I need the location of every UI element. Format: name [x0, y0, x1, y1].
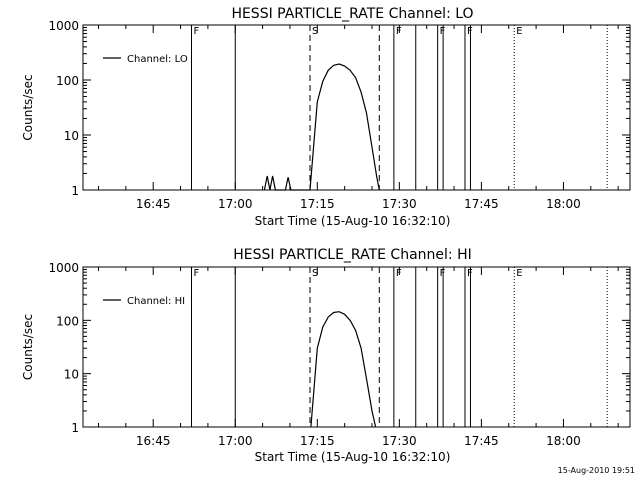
x-tick-label: 17:00	[218, 197, 253, 211]
y-axis-label: Counts/sec	[21, 74, 35, 140]
x-tick-label: 17:45	[464, 197, 499, 211]
flag-label: F	[396, 26, 402, 37]
panel-channel-lo: HESSI PARTICLE_RATE Channel: LO Counts/se…	[21, 6, 631, 228]
x-tick-label: 18:00	[546, 197, 581, 211]
x-tick-label: 17:15	[300, 197, 335, 211]
y-tick-label: 10	[64, 129, 79, 143]
x-axis-label: Start Time (15-Aug-10 16:32:10)	[255, 450, 451, 464]
flag-label: S	[312, 26, 318, 37]
x-tick-label: 16:45	[136, 434, 171, 448]
flag-label: E	[516, 268, 522, 279]
chart-title: HESSI PARTICLE_RATE Channel: LO	[231, 6, 473, 22]
y-tick-label: 100	[56, 74, 79, 88]
flag-label: F	[396, 268, 402, 279]
panel-channel-hi: HESSI PARTICLE_RATE Channel: HI Counts/se…	[21, 247, 631, 464]
y-axis-label: Counts/sec	[21, 314, 35, 380]
x-tick-label: 18:00	[546, 434, 581, 448]
legend-label: Channel: HI	[127, 296, 185, 307]
y-tick-label: 100	[56, 314, 79, 328]
footer-timestamp: 15-Aug-2010 19:51	[558, 466, 635, 475]
x-tick-label: 17:00	[218, 434, 253, 448]
series-line	[310, 311, 377, 428]
chart-title: HESSI PARTICLE_RATE Channel: HI	[233, 247, 471, 263]
y-tick-label: 1	[71, 184, 79, 198]
flag-label: F	[193, 268, 199, 279]
series-line	[263, 63, 380, 191]
x-axis-label: Start Time (15-Aug-10 16:32:10)	[255, 214, 451, 228]
y-tick-label: 1	[71, 421, 79, 435]
flag-label: F	[193, 26, 199, 37]
plot-frame	[82, 266, 631, 428]
plot-frame	[82, 24, 631, 191]
y-tick-label: 1000	[48, 261, 79, 275]
x-tick-label: 17:45	[464, 434, 499, 448]
x-tick-label: 17:30	[382, 434, 417, 448]
flag-label: S	[312, 268, 318, 279]
x-tick-label: 16:45	[136, 197, 171, 211]
x-tick-label: 17:15	[300, 434, 335, 448]
y-tick-label: 10	[64, 368, 79, 382]
legend-label: Channel: LO	[127, 54, 188, 65]
y-tick-label: 1000	[48, 19, 79, 33]
x-tick-label: 17:30	[382, 197, 417, 211]
flag-label: E	[516, 26, 522, 37]
